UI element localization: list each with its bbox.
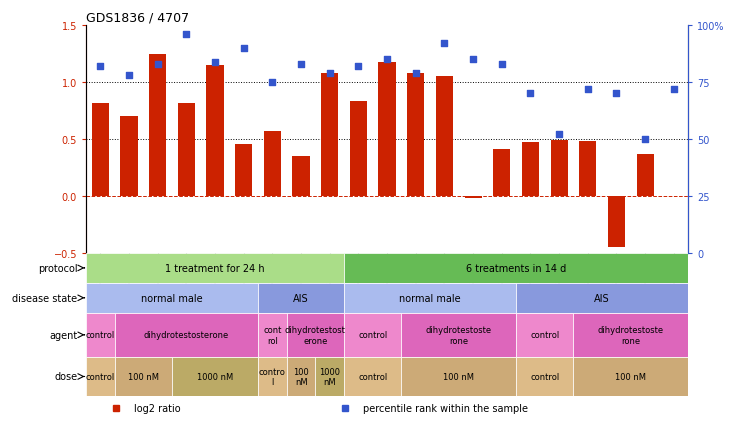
Text: 6 treatments in 14 d: 6 treatments in 14 d xyxy=(466,263,566,273)
Bar xyxy=(86,283,258,313)
Bar xyxy=(321,74,338,197)
Point xyxy=(610,91,622,98)
Text: dose: dose xyxy=(55,372,78,381)
Text: dihydrotestoste
rone: dihydrotestoste rone xyxy=(426,326,492,345)
Point xyxy=(438,41,450,48)
Bar xyxy=(86,357,114,396)
Bar xyxy=(258,357,286,396)
Point xyxy=(668,86,680,93)
Bar xyxy=(206,66,224,197)
Point xyxy=(639,136,651,143)
Bar xyxy=(114,313,258,357)
Bar xyxy=(286,313,344,357)
Bar xyxy=(316,357,344,396)
Point xyxy=(123,72,135,79)
Text: control: control xyxy=(530,331,560,339)
Text: 1 treatment for 24 h: 1 treatment for 24 h xyxy=(165,263,265,273)
Bar xyxy=(402,313,516,357)
Text: dihydrotestoste
rone: dihydrotestoste rone xyxy=(598,326,664,345)
Text: AIS: AIS xyxy=(293,293,309,303)
Point xyxy=(554,132,565,138)
Text: normal male: normal male xyxy=(399,293,461,303)
Bar xyxy=(292,157,310,197)
Text: protocol: protocol xyxy=(38,263,78,273)
Text: percentile rank within the sample: percentile rank within the sample xyxy=(363,403,528,413)
Text: 1000
nM: 1000 nM xyxy=(319,367,340,386)
Bar xyxy=(522,143,539,197)
Point xyxy=(496,61,508,68)
Text: AIS: AIS xyxy=(595,293,610,303)
Point xyxy=(467,57,479,64)
Bar xyxy=(258,283,344,313)
Text: agent: agent xyxy=(49,330,78,340)
Bar xyxy=(344,313,402,357)
Bar xyxy=(402,357,516,396)
Bar xyxy=(178,103,195,197)
Bar xyxy=(516,313,574,357)
Text: 1000 nM: 1000 nM xyxy=(197,372,233,381)
Bar xyxy=(92,103,109,197)
Text: 100
nM: 100 nM xyxy=(293,367,309,386)
Text: 100 nM: 100 nM xyxy=(616,372,646,381)
Bar xyxy=(114,357,172,396)
Text: GDS1836 / 4707: GDS1836 / 4707 xyxy=(86,12,189,25)
Bar xyxy=(637,155,654,197)
Point xyxy=(582,86,594,93)
Text: disease state: disease state xyxy=(12,293,78,303)
Point xyxy=(524,91,536,98)
Bar xyxy=(344,253,688,283)
Text: control: control xyxy=(530,372,560,381)
Bar xyxy=(516,283,688,313)
Point xyxy=(381,57,393,64)
Text: 100 nM: 100 nM xyxy=(128,372,159,381)
Bar xyxy=(344,357,402,396)
Point xyxy=(410,70,422,77)
Text: control: control xyxy=(358,331,387,339)
Point xyxy=(94,63,106,70)
Bar xyxy=(465,197,482,199)
Bar xyxy=(516,357,574,396)
Bar xyxy=(344,283,516,313)
Bar xyxy=(378,62,396,197)
Text: 100 nM: 100 nM xyxy=(444,372,474,381)
Bar xyxy=(574,357,688,396)
Bar xyxy=(86,253,344,283)
Point xyxy=(295,61,307,68)
Bar xyxy=(235,144,252,197)
Bar xyxy=(551,141,568,197)
Bar xyxy=(350,102,367,197)
Bar xyxy=(86,313,114,357)
Text: control: control xyxy=(86,331,115,339)
Point xyxy=(238,45,250,52)
Bar xyxy=(574,313,688,357)
Bar xyxy=(172,357,258,396)
Bar xyxy=(286,357,316,396)
Text: log2 ratio: log2 ratio xyxy=(134,403,181,413)
Bar xyxy=(258,313,286,357)
Text: dihydrotestost
erone: dihydrotestost erone xyxy=(285,326,346,345)
Text: normal male: normal male xyxy=(141,293,203,303)
Point xyxy=(180,32,192,39)
Point xyxy=(266,79,278,86)
Bar xyxy=(608,197,625,248)
Bar xyxy=(436,77,453,197)
Bar xyxy=(264,132,281,197)
Bar xyxy=(120,117,138,197)
Point xyxy=(152,61,164,68)
Point xyxy=(352,63,364,70)
Bar xyxy=(407,74,424,197)
Text: dihydrotestosterone: dihydrotestosterone xyxy=(144,331,229,339)
Point xyxy=(324,70,336,77)
Point xyxy=(209,59,221,66)
Text: control: control xyxy=(358,372,387,381)
Text: control: control xyxy=(86,372,115,381)
Bar xyxy=(579,142,596,197)
Bar xyxy=(493,150,510,197)
Text: contro
l: contro l xyxy=(259,367,286,386)
Bar xyxy=(149,54,166,197)
Text: cont
rol: cont rol xyxy=(263,326,281,345)
